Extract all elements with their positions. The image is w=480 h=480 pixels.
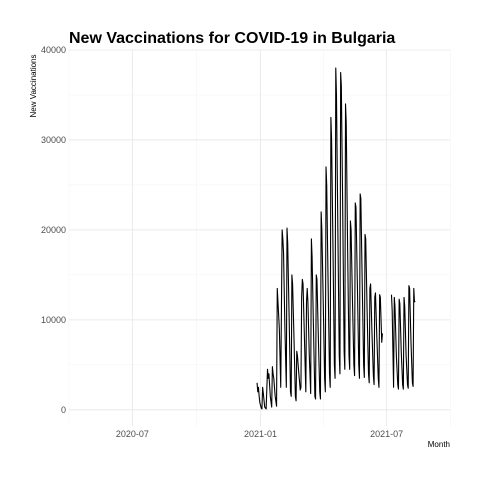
y-tick-label: 30000 [41,135,66,145]
y-tick-label: 20000 [41,225,66,235]
x-tick-label: 2021-01 [244,429,277,439]
x-tick-label: 2021-07 [370,429,403,439]
series-group [256,67,416,410]
y-tick-label: 10000 [41,315,66,325]
chart-title: New Vaccinations for COVID-19 in Bulgari… [69,30,395,47]
x-axis-ticks: 2020-07 2021-01 2021-07 [116,429,403,439]
y-tick-label: 0 [61,405,66,415]
grid [68,49,451,426]
series-line [256,67,416,410]
y-tick-label: 40000 [41,45,66,55]
x-tick-label: 2020-07 [116,429,149,439]
y-axis-label: New Vaccinations [29,55,38,118]
x-axis-label: Month [428,440,450,449]
y-axis-ticks: 0 10000 20000 30000 40000 [41,45,66,415]
